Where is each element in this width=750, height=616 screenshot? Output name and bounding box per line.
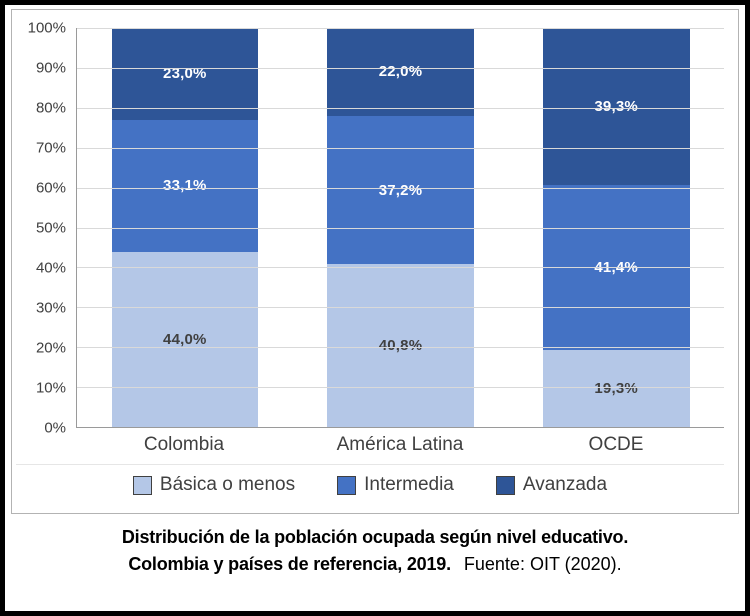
legend-marker xyxy=(337,475,357,495)
stacked-bar: 40,8% 37,2% 22,0% xyxy=(327,28,474,427)
chart-box: 100% 90% 80% 70% 60% 50% 40% 30% 20% 10% 0% 44,0% 3… xyxy=(11,9,739,514)
x-axis-label: América Latina xyxy=(336,434,464,455)
y-tick: 100% xyxy=(27,19,66,37)
plot-row: 100% 90% 80% 70% 60% 50% 40% 30% 20% 10% 0% 44,0% 3… xyxy=(16,20,724,437)
data-label: 39,3% xyxy=(594,97,638,115)
gridline xyxy=(77,307,724,309)
gridline xyxy=(77,227,724,229)
caption-line1: Distribución de la población ocupada seg… xyxy=(121,527,629,547)
legend-label: Intermedia xyxy=(364,474,454,495)
gridline xyxy=(77,347,724,349)
legend-marker xyxy=(132,475,152,495)
y-tick: 60% xyxy=(35,179,66,197)
gridline xyxy=(77,28,724,29)
legend-label: Avanzada xyxy=(522,474,608,495)
gridline xyxy=(77,267,724,269)
bar-column-2: 40,8% 37,2% 22,0% xyxy=(293,28,509,427)
bar-column-3: 19,3% 41,4% 39,3% xyxy=(508,28,724,427)
caption: Distribución de la población ocupada seg… xyxy=(5,524,745,578)
bar-segment: 33,1% xyxy=(111,119,259,252)
legend: Básica o menos Intermedia Avanzada xyxy=(16,464,724,505)
caption-line2: Colombia y países de referencia, 2019. F… xyxy=(5,551,745,578)
x-axis-label: Colombia xyxy=(143,434,225,455)
bar-segment: 19,3% xyxy=(542,350,690,427)
bar-column-1: 44,0% 33,1% 23,0% xyxy=(77,28,293,427)
legend-item-avanzada: Avanzada xyxy=(495,474,608,496)
y-tick: 80% xyxy=(35,99,66,117)
legend-item-b-sica-o-menos: Básica o menos xyxy=(132,474,296,496)
y-tick: 10% xyxy=(35,379,66,397)
stacked-bar: 19,3% 41,4% 39,3% xyxy=(542,28,690,427)
data-label: 33,1% xyxy=(163,177,207,195)
legend-label: Básica o menos xyxy=(159,474,296,495)
legend-item-intermedia: Intermedia xyxy=(337,474,454,496)
gridline xyxy=(77,147,724,149)
caption-line2-bold: Colombia y países de referencia, 2019. xyxy=(128,554,451,574)
y-tick: 70% xyxy=(35,139,66,157)
bar-segment: 23,0% xyxy=(111,28,259,120)
y-tick: 30% xyxy=(35,299,66,317)
data-label: 37,2% xyxy=(378,181,423,199)
chart-figure: 100% 90% 80% 70% 60% 50% 40% 30% 20% 10% 0% 44,0% 3… xyxy=(5,9,745,578)
data-label: 22,0% xyxy=(378,63,423,81)
data-label: 40,8% xyxy=(378,337,423,355)
gridline xyxy=(77,387,724,389)
bar-segment: 40,8% xyxy=(327,264,474,427)
data-label: 44,0% xyxy=(163,330,207,348)
x-axis: Colombia América Latina OCDE xyxy=(76,428,724,462)
data-label: 23,0% xyxy=(163,65,207,83)
y-tick: 50% xyxy=(35,219,66,237)
y-axis: 100% 90% 80% 70% 60% 50% 40% 30% 20% 10% 0% xyxy=(16,20,76,437)
y-tick: 40% xyxy=(35,259,66,277)
bar-segment: 37,2% xyxy=(327,115,474,265)
x-axis-label: OCDE xyxy=(588,434,644,455)
data-label: 19,3% xyxy=(594,380,638,397)
bars: 44,0% 33,1% 23,0% 40,8% 37,2% 22,0% 19,3% 41,4%… xyxy=(77,28,724,427)
gridline xyxy=(77,187,724,189)
plot-area: 44,0% 33,1% 23,0% 40,8% 37,2% 22,0% 19,3% 41,4%… xyxy=(76,28,724,428)
y-tick: 0% xyxy=(44,419,66,437)
gridline xyxy=(77,67,724,69)
y-tick: 20% xyxy=(35,339,66,357)
y-tick: 90% xyxy=(35,59,66,77)
legend-marker xyxy=(495,475,515,495)
caption-source: Fuente: OIT (2020). xyxy=(463,554,622,574)
bar-segment: 44,0% xyxy=(111,251,259,427)
gridline xyxy=(77,107,724,109)
bar-segment: 39,3% xyxy=(542,28,690,185)
bar-segment: 22,0% xyxy=(327,28,474,116)
stacked-bar: 44,0% 33,1% 23,0% xyxy=(111,28,259,427)
